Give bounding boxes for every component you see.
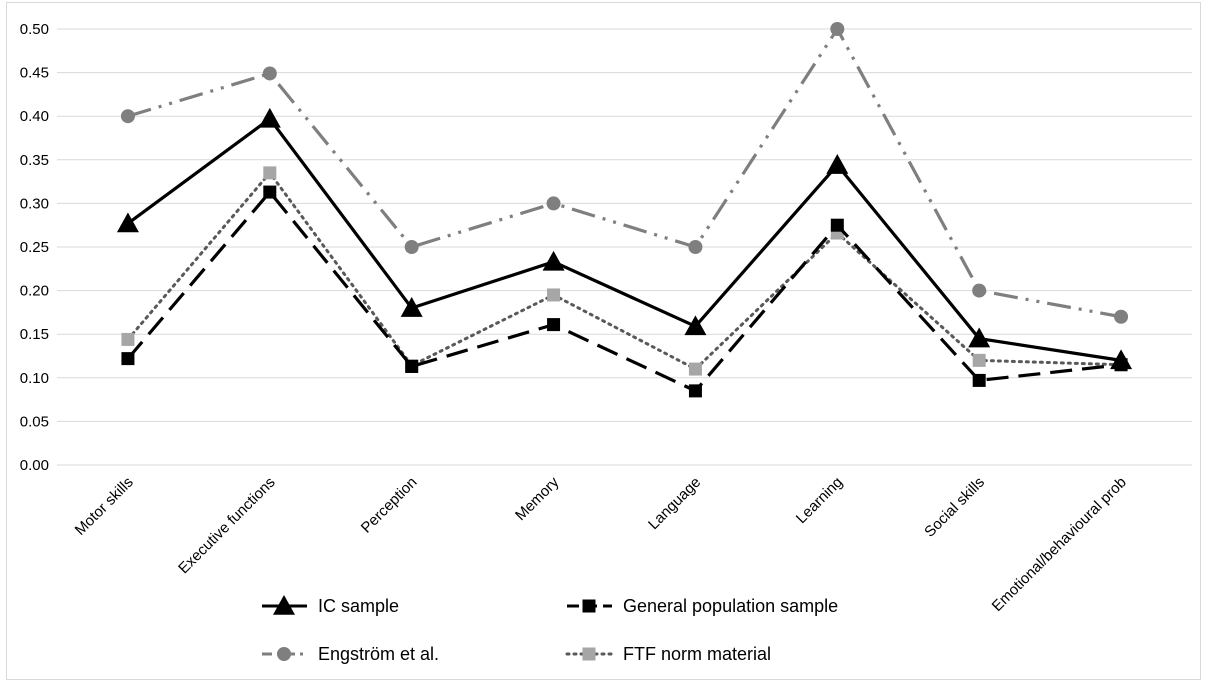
x-category-label: Learning [793,474,846,527]
line-chart: 0.00 0.05 0.10 0.15 0.20 0.25 0.30 0.35 0.40 0.45… [20,21,1192,664]
legend: IC sample General population sample Engstr… [262,595,838,664]
y-tick-label: 0.40 [20,108,49,125]
y-tick-label: 0.45 [20,65,49,82]
x-category-label: Language [645,474,704,533]
data-point [116,212,139,233]
series-2 [120,22,1129,324]
chart-frame: 0.00 0.05 0.10 0.15 0.20 0.25 0.30 0.35 0.40 0.45… [6,2,1201,680]
data-point [1114,309,1129,324]
legend-entry: Engström et al. [262,644,439,664]
y-tick-label: 0.10 [20,370,49,387]
legend-marker [273,595,295,615]
data-point [547,318,561,332]
legend-entry: IC sample [262,595,399,616]
data-point [405,359,419,373]
y-tick-label: 0.35 [20,152,49,169]
data-point [400,297,423,317]
series-line [126,171,1123,371]
data-point [830,22,845,36]
data-point [1110,349,1133,370]
y-tick-label: 0.25 [20,239,49,256]
legend-marker [277,647,291,661]
y-tick-label: 0.20 [20,283,49,300]
legend-entry: General population sample [567,596,838,616]
y-tick-label: 0.00 [20,457,49,474]
data-point [547,288,561,302]
x-category-label: Executive functions [175,474,278,577]
legend-label: FTF norm material [623,644,771,664]
data-point [263,185,277,199]
data-point [684,315,707,336]
data-point [121,332,135,346]
series-line [126,190,1122,393]
data-point [262,66,277,81]
legend-marker [582,599,596,613]
y-tick-label: 0.50 [20,21,49,38]
data-point [121,352,135,366]
series-line [126,117,1122,362]
series-line [127,27,1122,319]
data-point [404,240,419,254]
data-point [542,250,565,271]
data-point [972,373,986,387]
data-point [968,327,991,348]
y-tick-label: 0.15 [20,326,49,343]
data-point [972,283,987,298]
data-point [120,109,135,124]
x-category-label: Social skills [921,474,988,541]
x-category-label: Motor skills [72,474,137,539]
data-point [688,240,703,254]
series-lines [116,22,1133,398]
data-point [826,154,849,174]
y-tick-label: 0.30 [20,195,49,212]
data-point [263,166,277,180]
x-category-label: Memory [512,473,563,524]
data-point [688,384,702,398]
y-tick-label: 0.05 [20,413,49,430]
x-category-label: Perception [358,474,421,537]
data-point [258,107,281,128]
legend-marker [582,647,596,661]
data-point [830,218,844,232]
series-0 [116,107,1133,370]
legend-label: Engström et al. [318,644,439,664]
data-point [972,353,986,367]
legend-entry: FTF norm material [565,644,771,664]
data-point [546,196,561,211]
gridlines [57,28,1192,466]
legend-label: General population sample [623,596,838,616]
x-category-label: Emotional/behavioural prob [989,474,1130,615]
legend-label: IC sample [318,596,399,616]
data-point [688,362,702,376]
